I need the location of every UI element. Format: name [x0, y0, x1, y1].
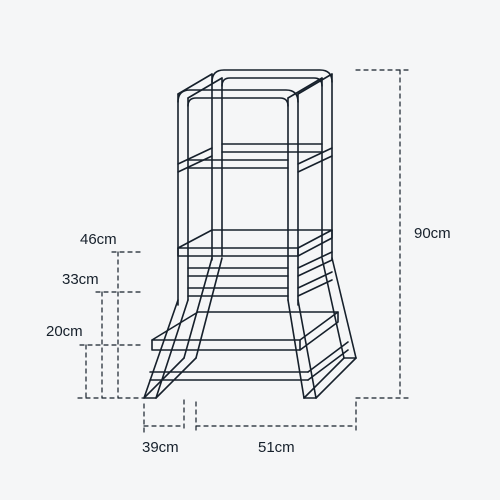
dim-platform-46: 46cm	[80, 231, 117, 248]
dim-step-depth: 39cm	[142, 439, 179, 456]
dim-base-width: 51cm	[258, 439, 295, 456]
dim-platform-33: 33cm	[62, 271, 99, 288]
learning-tower-diagram: 90cm 46cm 33cm 20cm 39cm 51cm	[0, 0, 500, 500]
dim-platform-20: 20cm	[46, 323, 83, 340]
dim-height-total: 90cm	[414, 225, 451, 242]
